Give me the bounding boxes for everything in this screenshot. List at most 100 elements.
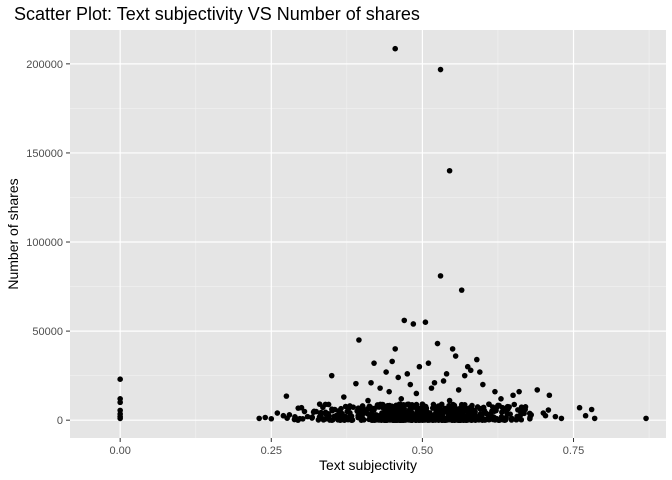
data-points [117,45,649,423]
data-point [436,403,443,409]
data-point [546,392,553,399]
y-tick-label: 100000 [26,237,63,249]
data-point [434,340,441,347]
data-point [452,404,458,411]
data-point [374,403,381,410]
data-point [370,417,376,423]
data-point [534,387,541,393]
data-point [422,319,429,325]
data-point [467,417,474,423]
data-point [380,404,386,411]
data-point [552,413,559,420]
data-point [364,406,371,412]
data-point [515,407,521,413]
axis-ticks: 0.00 0.25 0.50 0.75 0 50000 100000 150000 200000 [26,59,584,457]
data-point [404,371,411,377]
data-point [431,405,438,411]
data-point [576,404,583,411]
data-point [353,380,359,387]
data-point [399,416,405,423]
x-tick-label: 0.25 [261,445,282,457]
y-tick-label: 200000 [26,59,63,71]
data-point [474,356,480,363]
data-point [495,402,501,409]
data-point [445,407,451,414]
x-tick-label: 0.75 [563,445,584,457]
data-point [458,401,465,408]
data-point [446,397,453,404]
data-point [383,369,389,375]
data-point [419,401,426,407]
y-tick-label: 0 [57,415,63,427]
data-point [398,396,405,402]
data-point [407,381,414,388]
data-point [540,410,547,416]
data-point [401,317,408,324]
data-point [582,412,589,419]
data-point [507,411,513,417]
data-point [297,415,303,422]
data-point [117,376,123,383]
data-point [437,66,444,73]
data-point [449,415,455,422]
data-point [511,401,518,408]
data-point [408,409,415,416]
data-point [394,415,400,421]
data-point [317,413,324,419]
y-tick-label: 50000 [32,326,63,338]
data-point [326,417,333,423]
data-point [117,415,123,422]
data-point [643,415,649,422]
data-point [480,381,486,388]
data-point [414,411,420,418]
data-point [377,385,383,391]
data-point [417,416,424,423]
data-point [434,415,441,421]
data-point [393,402,399,409]
data-point [545,407,552,413]
data-point [428,385,435,391]
data-point [431,379,438,386]
data-point [518,416,525,423]
data-point [262,414,269,421]
data-point [310,409,317,415]
data-point [428,416,434,423]
data-point [256,415,262,422]
data-point [588,406,595,413]
data-point [320,417,327,423]
data-point [359,403,366,409]
y-axis-title: Number of shares [5,178,21,289]
data-point [316,401,323,407]
data-point [423,413,430,420]
data-point [486,401,492,407]
data-point [454,417,460,423]
data-point [479,417,486,423]
data-point [268,415,275,422]
data-point [370,412,376,418]
x-tick-label: 0.00 [109,445,130,457]
data-point [462,417,469,423]
data-point [446,167,453,174]
data-point [481,407,487,413]
data-point [492,388,498,395]
data-point [355,414,361,421]
data-point [301,408,308,415]
x-axis-title: Text subjectivity [319,457,417,473]
data-point [359,408,365,415]
x-tick-label: 0.50 [412,445,433,457]
data-point [467,367,474,374]
data-point [347,403,353,409]
data-point [516,388,522,395]
data-point [343,415,349,421]
data-point [510,392,516,399]
data-point [283,393,290,399]
y-tick-label: 150000 [26,148,63,160]
data-point [406,401,412,408]
data-point [461,372,468,379]
data-point [422,407,428,414]
data-point [437,273,444,279]
data-point [591,415,598,422]
data-point [413,390,420,397]
data-point [392,45,399,52]
data-point [304,413,311,420]
